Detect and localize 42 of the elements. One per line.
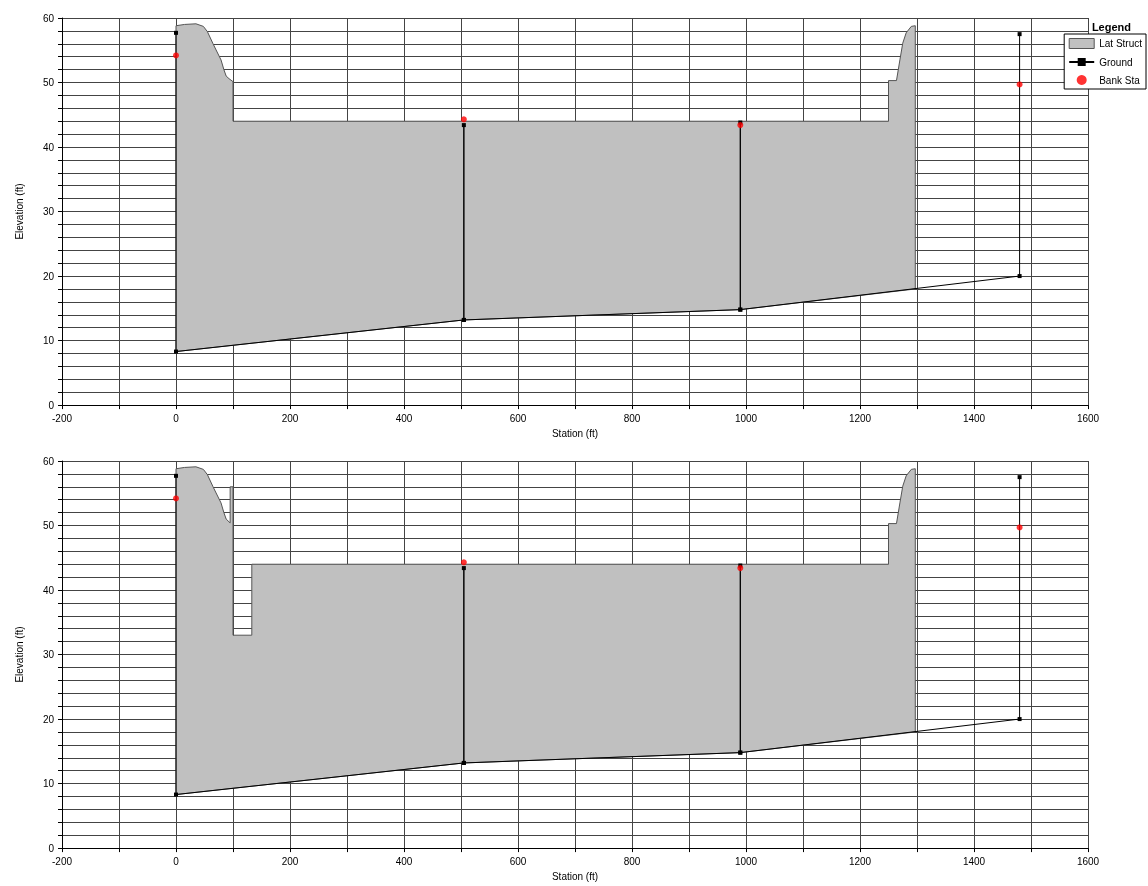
x-tick-label: 400 bbox=[395, 412, 413, 424]
x-tick-label: 200 bbox=[281, 855, 299, 867]
y-tick-label: 0 bbox=[48, 842, 55, 854]
x-tick-label: 800 bbox=[623, 412, 641, 424]
x-tick-label: 200 bbox=[281, 412, 299, 424]
x-tick-label: 1600 bbox=[1076, 412, 1100, 424]
x-tick-label: 1600 bbox=[1076, 855, 1100, 867]
y-tick-label: 50 bbox=[42, 77, 55, 89]
y-tick-label: 30 bbox=[42, 649, 55, 661]
x-tick-label: 1000 bbox=[734, 412, 758, 424]
x-tick-label: -200 bbox=[51, 855, 73, 867]
y-tick-label: 20 bbox=[42, 270, 55, 282]
y-tick-label: 20 bbox=[42, 713, 55, 725]
y-axis-title: Elevation (ft) bbox=[13, 626, 25, 683]
y-tick-label: 40 bbox=[42, 141, 55, 153]
legend-label: Ground bbox=[1099, 56, 1133, 68]
x-tick-label: 800 bbox=[623, 855, 641, 867]
x-axis-title: Station (ft) bbox=[551, 427, 599, 439]
y-tick-label: 50 bbox=[42, 520, 55, 532]
y-tick-label: 10 bbox=[42, 335, 55, 347]
x-tick-label: 600 bbox=[509, 412, 527, 424]
y-tick-label: 0 bbox=[48, 399, 55, 411]
x-tick-label: 1000 bbox=[734, 855, 758, 867]
y-tick-label: 10 bbox=[42, 778, 55, 790]
x-tick-label: 1200 bbox=[848, 412, 872, 424]
y-axis-title: Elevation (ft) bbox=[13, 183, 25, 240]
legend-label: Lat Struct bbox=[1099, 38, 1143, 49]
y-tick-label: 60 bbox=[42, 455, 55, 467]
x-tick-label: -200 bbox=[51, 412, 73, 424]
x-tick-label: 1400 bbox=[962, 855, 986, 867]
y-tick-label: 40 bbox=[42, 584, 55, 596]
y-tick-label: 30 bbox=[42, 206, 55, 218]
x-tick-label: 400 bbox=[395, 855, 413, 867]
x-tick-label: 0 bbox=[173, 855, 180, 867]
legend-title: Legend bbox=[1091, 20, 1132, 33]
legend-label: Bank Sta bbox=[1099, 74, 1141, 86]
x-tick-label: 600 bbox=[509, 855, 527, 867]
y-tick-label: 60 bbox=[42, 12, 55, 24]
x-tick-label: 1200 bbox=[848, 855, 872, 867]
x-tick-label: 0 bbox=[173, 412, 180, 424]
x-axis-title: Station (ft) bbox=[551, 870, 599, 882]
x-tick-label: 1400 bbox=[962, 412, 986, 424]
